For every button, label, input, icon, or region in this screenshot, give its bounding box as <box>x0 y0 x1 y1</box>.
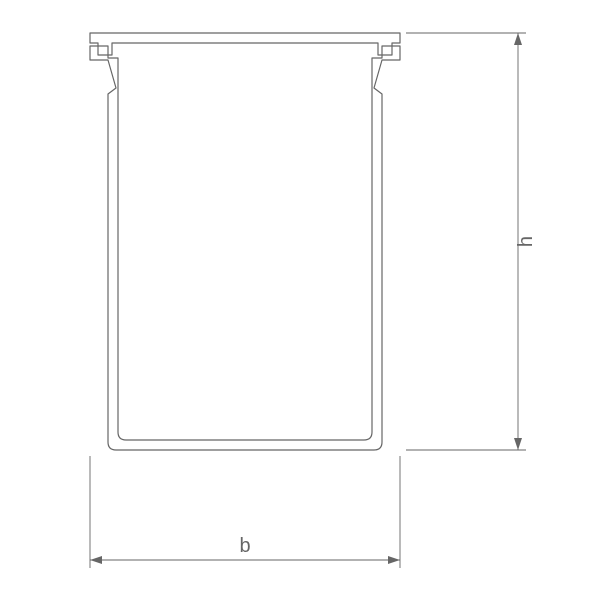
technical-drawing: b h <box>0 0 600 600</box>
duct-profile <box>90 33 400 450</box>
dimension-width-label: b <box>239 535 250 557</box>
dimension-height: h <box>406 33 537 450</box>
dimension-height-label: h <box>515 236 537 247</box>
dimension-width: b <box>90 456 400 568</box>
